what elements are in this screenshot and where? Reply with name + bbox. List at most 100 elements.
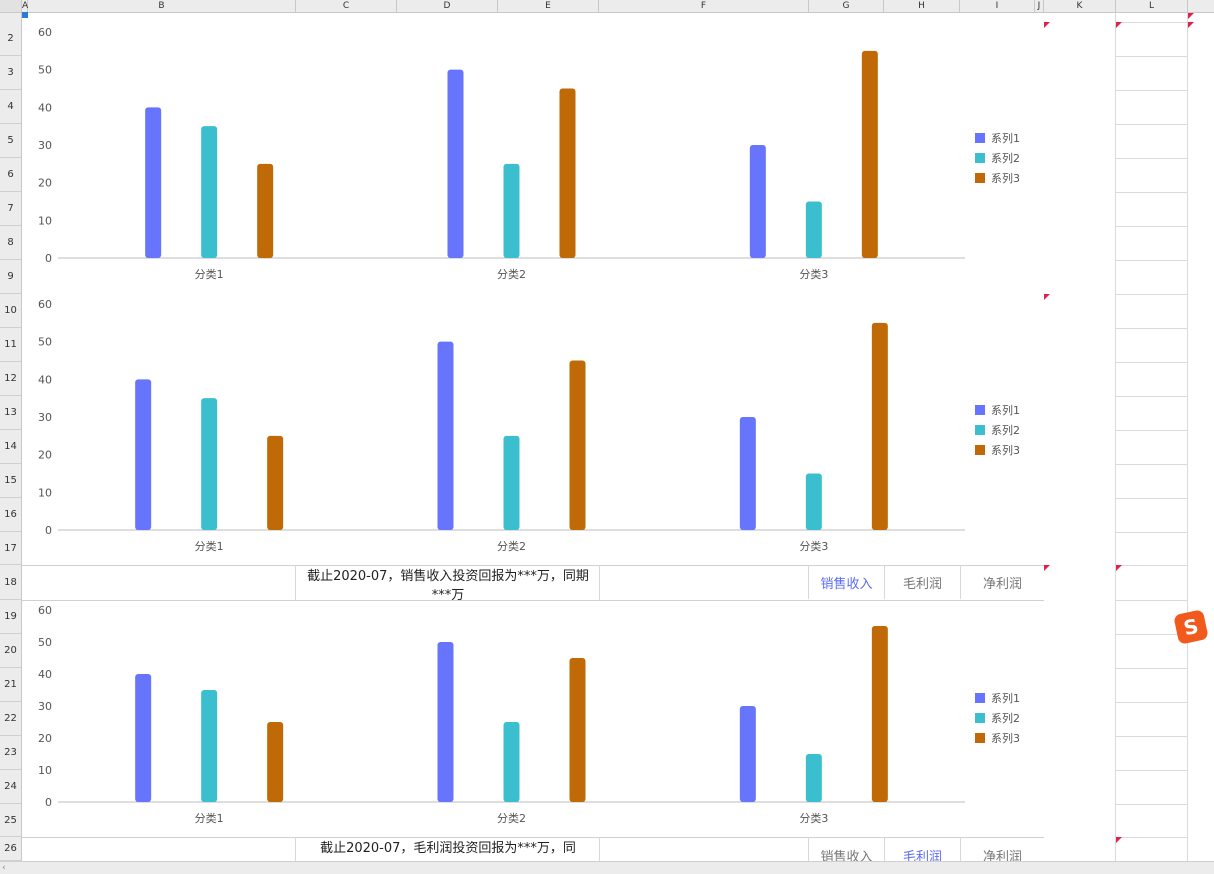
row-header-2[interactable]: 2 <box>0 22 21 56</box>
tab-net-profit[interactable]: 净利润 <box>960 566 1044 599</box>
row-header-16[interactable]: 16 <box>0 498 21 532</box>
comment-indicator-icon[interactable] <box>1044 565 1050 571</box>
row-header-20[interactable]: 20 <box>0 634 21 668</box>
y-tick-label: 50 <box>38 636 52 649</box>
column-header-b[interactable]: B <box>28 0 296 12</box>
row-header-22[interactable]: 22 <box>0 702 21 736</box>
row-header-7[interactable]: 7 <box>0 192 21 226</box>
row-header-21[interactable]: 21 <box>0 668 21 702</box>
row-header-14[interactable]: 14 <box>0 430 21 464</box>
row-header-19[interactable]: 19 <box>0 600 21 634</box>
bar <box>559 88 576 258</box>
tab-gross-profit[interactable]: 毛利润 <box>884 566 960 599</box>
column-header-k[interactable]: K <box>1044 0 1116 12</box>
scroll-left-icon[interactable]: ‹ <box>2 863 6 873</box>
x-tick-label: 分类3 <box>799 811 828 825</box>
tab-sales-revenue[interactable]: 销售收入 <box>808 838 884 862</box>
bar <box>437 341 454 530</box>
comment-indicator-icon[interactable] <box>1116 565 1122 571</box>
comment-indicator-icon[interactable] <box>1044 294 1050 300</box>
bar <box>267 722 284 802</box>
row-header-6[interactable]: 6 <box>0 158 21 192</box>
legend-label: 系列3 <box>991 731 1020 745</box>
row-header-15[interactable]: 15 <box>0 464 21 498</box>
grid-column-line <box>1187 13 1188 861</box>
bar-chart-svg: 0 10 20 30 40 50 60 分类1 分类2 分类3 系列1 系列2 系列3 <box>38 298 1020 553</box>
grid-row-line <box>1116 90 1188 91</box>
bar <box>437 642 454 802</box>
bar <box>135 379 152 530</box>
legend-swatch <box>975 693 985 703</box>
row-header-9[interactable]: 9 <box>0 260 21 294</box>
grid-row-line <box>1116 192 1188 193</box>
legend-label: 系列3 <box>991 443 1020 457</box>
bar-chart-2[interactable]: 0 10 20 30 40 50 60 分类1 分类2 分类3 系列1 系列2 系列3 <box>28 294 1044 565</box>
bar <box>257 163 274 258</box>
column-header-a[interactable]: A <box>22 0 29 12</box>
x-tick-label: 分类3 <box>799 539 828 553</box>
row-header-18[interactable]: 18 <box>0 565 21 600</box>
row-header-23[interactable]: 23 <box>0 736 21 770</box>
grid-row-line <box>1116 600 1188 601</box>
x-tick-label: 分类3 <box>799 267 828 281</box>
grid-row-line <box>1116 770 1188 771</box>
row-header-17[interactable]: 17 <box>0 532 21 565</box>
column-header-g[interactable]: G <box>809 0 884 12</box>
sogou-ime-icon[interactable]: S <box>1173 609 1209 645</box>
column-header-c[interactable]: C <box>296 0 397 12</box>
row-header-26[interactable]: 26 <box>0 837 21 861</box>
select-all-corner[interactable] <box>0 0 22 12</box>
bar <box>805 201 822 258</box>
y-tick-label: 0 <box>45 252 52 265</box>
comment-indicator-icon[interactable] <box>1116 837 1122 843</box>
column-header-h[interactable]: H <box>884 0 960 12</box>
bar <box>503 435 520 530</box>
column-header-e[interactable]: E <box>498 0 599 12</box>
comment-indicator-icon[interactable] <box>1188 22 1194 28</box>
grid-row-line <box>1116 498 1188 499</box>
grid-row-line <box>1116 464 1188 465</box>
row-header-4[interactable]: 4 <box>0 90 21 124</box>
bar <box>201 398 218 530</box>
row-header-5[interactable]: 5 <box>0 124 21 158</box>
tab-net-profit[interactable]: 净利润 <box>960 838 1044 862</box>
row-header-11[interactable]: 11 <box>0 328 21 362</box>
horizontal-scrollbar[interactable]: ‹ <box>0 861 1214 874</box>
bar <box>201 126 218 259</box>
column-header-i[interactable]: I <box>960 0 1035 12</box>
panel-caption: 截止2020-07，毛利润投资回报为***万，同 <box>320 841 576 856</box>
tab-sales-revenue[interactable]: 销售收入 <box>808 566 884 599</box>
row-header-24[interactable]: 24 <box>0 770 21 804</box>
legend-label: 系列3 <box>991 171 1020 185</box>
grid-row-line <box>1116 158 1188 159</box>
row-header-13[interactable]: 13 <box>0 396 21 430</box>
bar <box>871 322 888 530</box>
tab-gross-profit[interactable]: 毛利润 <box>884 838 960 862</box>
bar-chart-1[interactable]: 0 10 20 30 40 50 60 分类1 分类2 分类3 系列1 系列2 系列3 <box>28 22 1044 293</box>
row-header-8[interactable]: 8 <box>0 226 21 260</box>
grid-row-line <box>1116 260 1188 261</box>
y-tick-label: 60 <box>38 298 52 311</box>
y-tick-label: 10 <box>38 486 52 499</box>
y-tick-label: 0 <box>45 796 52 809</box>
grid-row-line <box>1116 226 1188 227</box>
grid-row-line <box>1116 396 1188 397</box>
column-header-d[interactable]: D <box>397 0 498 12</box>
comment-indicator-icon[interactable] <box>1116 22 1122 28</box>
bar-chart-3[interactable]: 0 10 20 30 40 50 60 分类1 分类2 分类3 系列1 系列2 系列3 <box>28 600 1044 837</box>
y-tick-label: 20 <box>38 732 52 745</box>
legend-label: 系列2 <box>991 423 1020 437</box>
comment-indicator-icon[interactable] <box>1044 22 1050 28</box>
bar <box>145 107 162 258</box>
y-tick-label: 0 <box>45 524 52 537</box>
row-header-25[interactable]: 25 <box>0 804 21 837</box>
row-header-10[interactable]: 10 <box>0 294 21 328</box>
column-header-f[interactable]: F <box>599 0 809 12</box>
column-header-l[interactable]: L <box>1116 0 1188 12</box>
row-header-3[interactable]: 3 <box>0 56 21 90</box>
row-header-12[interactable]: 12 <box>0 362 21 396</box>
y-tick-label: 10 <box>38 214 52 227</box>
comment-indicator-icon[interactable] <box>1188 13 1194 19</box>
y-tick-label: 40 <box>38 373 52 386</box>
column-header-j[interactable]: J <box>1035 0 1044 12</box>
